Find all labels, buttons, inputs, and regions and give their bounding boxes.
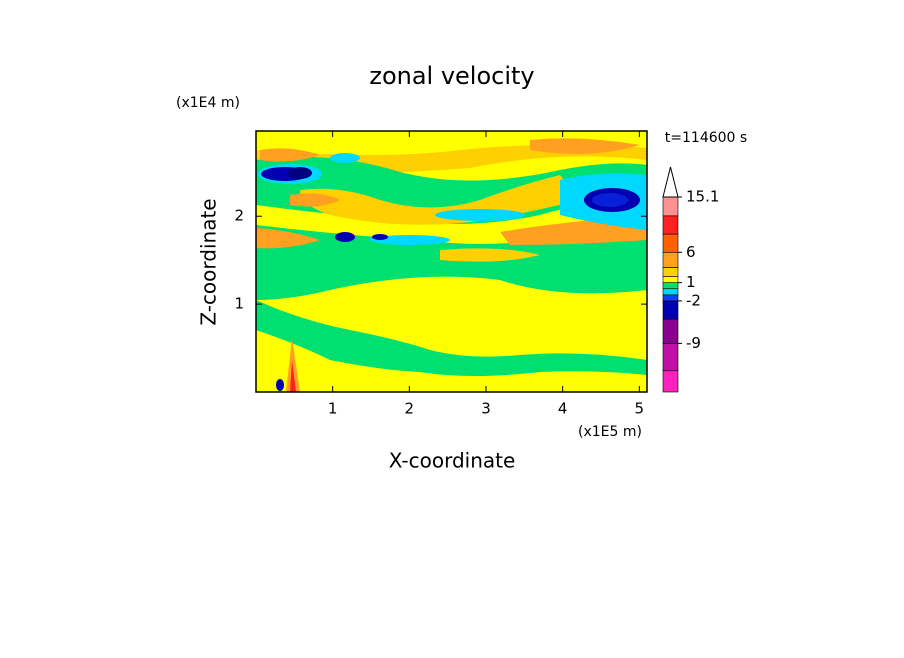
colorbar-label: 1 xyxy=(686,273,696,291)
y-axis-label: Z-coordinate xyxy=(197,198,221,325)
colorbar-band xyxy=(662,318,679,344)
x-tick-label: 3 xyxy=(481,400,491,418)
colorbar-extension xyxy=(662,166,679,198)
colorbar-band xyxy=(662,267,679,277)
colorbar-band xyxy=(662,282,679,290)
y-tick-label: 1 xyxy=(234,295,244,313)
plot-frame xyxy=(255,130,648,393)
colorbar-band xyxy=(662,370,679,393)
colorbar-label: -2 xyxy=(686,291,701,309)
x-tick-label: 2 xyxy=(405,400,415,418)
x-tick-label: 5 xyxy=(635,400,645,418)
colorbar-band xyxy=(662,276,679,283)
chart-title: zonal velocity xyxy=(369,62,534,90)
x-axis-label: X-coordinate xyxy=(389,449,516,473)
colorbar-band xyxy=(662,288,679,296)
y-unit: (x1E4 m) xyxy=(176,95,240,111)
x-unit: (x1E5 m) xyxy=(578,424,642,440)
colorbar-band xyxy=(662,343,679,372)
colorbar-band xyxy=(662,215,679,235)
x-tick-label: 4 xyxy=(558,400,568,418)
colorbar-band xyxy=(662,251,679,268)
colorbar-band xyxy=(662,196,679,217)
time-label: t=114600 s xyxy=(665,130,747,146)
colorbar-band xyxy=(662,233,679,253)
contour-field xyxy=(256,131,647,392)
colorbar-band xyxy=(662,294,679,302)
colorbar-label: 15.1 xyxy=(686,188,719,206)
colorbar-label: 6 xyxy=(686,243,696,261)
colorbar-band xyxy=(662,300,679,320)
y-tick-label: 2 xyxy=(234,207,244,225)
colorbar-label: -9 xyxy=(686,334,701,352)
x-tick-label: 1 xyxy=(328,400,338,418)
